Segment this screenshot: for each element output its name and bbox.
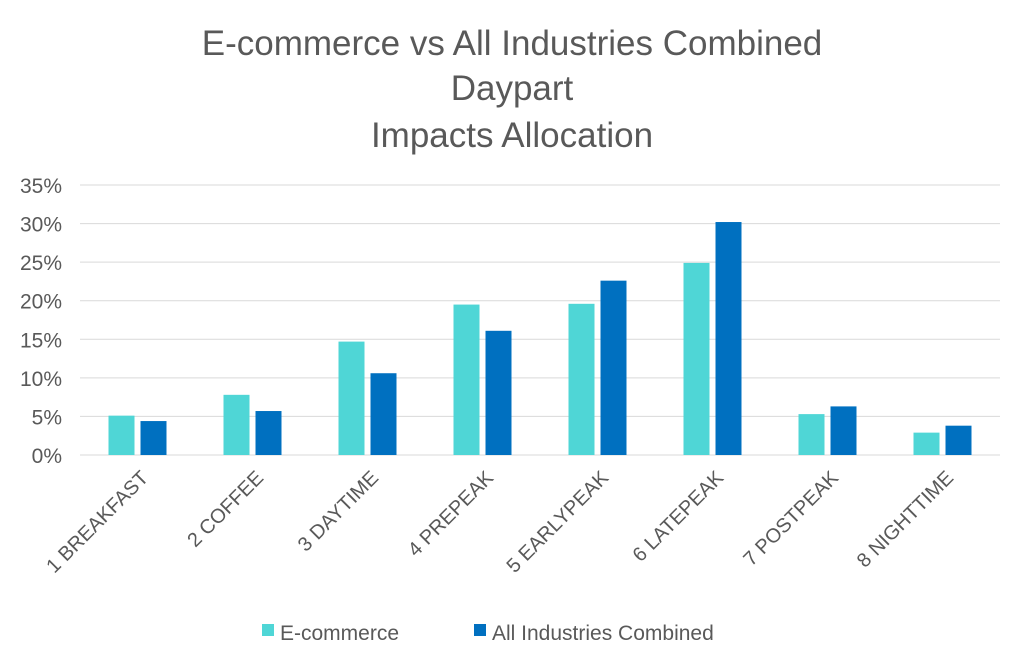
y-tick-label: 5%	[32, 406, 62, 429]
legend-label: All Industries Combined	[492, 622, 714, 645]
chart-title-line-2: Daypart	[451, 69, 574, 108]
legend-swatch	[262, 624, 274, 636]
x-tick-label: 5 EARLYPEAK	[503, 467, 614, 578]
x-tick-label: 6 LATEPEAK	[629, 467, 729, 567]
y-tick-label: 10%	[20, 368, 62, 391]
x-tick-label: 3 DAYTIME	[294, 467, 383, 556]
chart-title-line-3: Impacts Allocation	[371, 116, 653, 155]
x-tick-label: 8 NIGHTTIME	[853, 467, 958, 572]
bars	[108, 222, 972, 455]
bar-ecommerce	[338, 341, 365, 455]
y-axis-ticks: 0% 5% 10% 15% 20% 25% 30% 35%	[20, 175, 62, 468]
y-tick-label: 20%	[20, 291, 62, 314]
bar-all-industries	[255, 411, 282, 455]
legend: E-commerce All Industries Combined	[262, 622, 714, 645]
y-tick-label: 15%	[20, 329, 62, 352]
chart-title-line-1: E-commerce vs All Industries Combined	[202, 24, 823, 63]
legend-swatch	[474, 624, 486, 636]
bar-all-industries	[830, 406, 857, 455]
x-tick-label: 1 BREAKFAST	[42, 467, 153, 578]
y-tick-label: 0%	[32, 445, 62, 468]
bar-all-industries	[715, 222, 742, 455]
bar-ecommerce	[568, 303, 595, 455]
bar-all-industries	[370, 373, 397, 455]
bar-ecommerce	[798, 414, 825, 455]
x-tick-label: 4 PREPEAK	[404, 467, 499, 562]
bar-all-industries	[140, 421, 167, 455]
bar-ecommerce	[108, 415, 135, 455]
x-tick-label: 7 POSTPEAK	[739, 467, 843, 571]
legend-label: E-commerce	[280, 622, 399, 645]
y-tick-label: 35%	[20, 175, 62, 198]
y-tick-label: 25%	[20, 252, 62, 275]
bar-all-industries	[945, 425, 972, 455]
bar-ecommerce	[223, 394, 250, 455]
bar-ecommerce	[683, 262, 710, 455]
bar-all-industries	[600, 280, 627, 455]
grid	[80, 184, 1000, 456]
x-axis-labels: 1 BREAKFAST 2 COFFEE 3 DAYTIME 4 PREPEAK 5 E…	[42, 467, 958, 578]
x-tick-label: 2 COFFEE	[183, 467, 268, 552]
chart-title: E-commerce vs All Industries Combined Da…	[202, 24, 823, 155]
bar-ecommerce	[913, 432, 940, 455]
bar-all-industries	[485, 330, 512, 455]
bar-ecommerce	[453, 304, 480, 455]
y-tick-label: 30%	[20, 214, 62, 237]
